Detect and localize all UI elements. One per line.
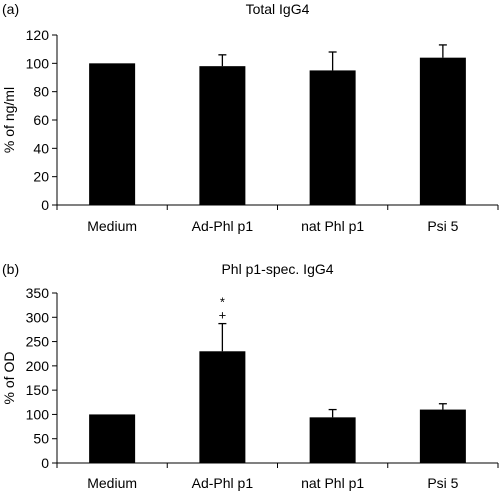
bar-nat-phl-p1 xyxy=(309,417,356,463)
y-tick-label: 40 xyxy=(33,140,49,156)
significance-marker: + xyxy=(219,308,227,323)
y-tick-label: 50 xyxy=(33,431,49,447)
x-category-label: nat Phl p1 xyxy=(301,475,364,491)
y-tick-label: 350 xyxy=(26,285,50,301)
y-tick-label: 20 xyxy=(33,169,49,185)
chart-panel-a: (a) Total IgG4 % of ng/ml 0 20 40 60 80 100 120 Me… xyxy=(1,1,499,234)
panel-label: (a) xyxy=(2,1,19,17)
y-tick-label: 0 xyxy=(41,197,49,213)
y-tick-label: 150 xyxy=(26,382,50,398)
bar-medium xyxy=(89,414,136,463)
y-tick-label: 80 xyxy=(33,84,49,100)
x-category-label: Ad-Phl p1 xyxy=(192,218,254,234)
bar-ad-phl-p1 xyxy=(199,351,246,463)
bar-psi-5 xyxy=(419,409,466,463)
x-category-label: nat Phl p1 xyxy=(301,218,364,234)
y-tick-label: 120 xyxy=(26,27,50,43)
chart-panel-b: (b) Phl p1-spec. IgG4 % of OD 0 50 100 150 200 2… xyxy=(1,261,499,491)
y-axis-label: % of ng/ml xyxy=(1,87,17,153)
bar-nat-phl-p1 xyxy=(309,70,356,206)
x-category-label: Medium xyxy=(87,475,137,491)
y-tick-label: 250 xyxy=(26,334,50,350)
x-category-label: Medium xyxy=(87,218,137,234)
panel-label: (b) xyxy=(2,261,19,277)
chart-title: Phl p1-spec. IgG4 xyxy=(221,261,333,277)
x-category-label: Psi 5 xyxy=(427,218,458,234)
y-tick-label: 100 xyxy=(26,55,50,71)
chart-title: Total IgG4 xyxy=(246,1,310,17)
x-category-label: Ad-Phl p1 xyxy=(192,475,254,491)
y-tick-label: 60 xyxy=(33,112,49,128)
y-tick-label: 300 xyxy=(26,309,50,325)
y-tick-label: 200 xyxy=(26,358,50,374)
y-axis-label: % of OD xyxy=(1,352,17,405)
y-tick-label: 100 xyxy=(26,406,50,422)
bar-psi-5 xyxy=(419,57,466,205)
x-category-label: Psi 5 xyxy=(427,475,458,491)
y-tick-label: 0 xyxy=(41,455,49,471)
bar-medium xyxy=(89,63,136,206)
bar-ad-phl-p1 xyxy=(199,66,246,206)
significance-marker: * xyxy=(220,295,225,310)
